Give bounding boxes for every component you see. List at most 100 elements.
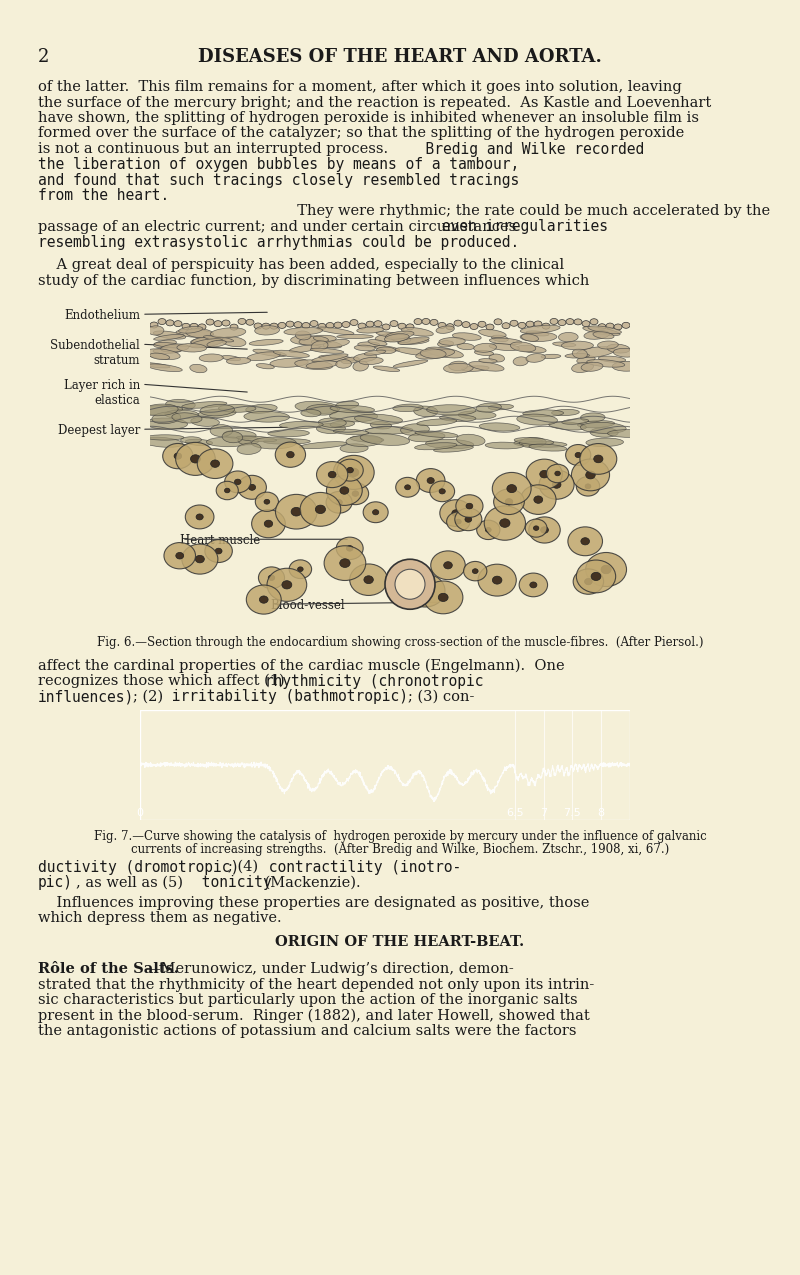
Ellipse shape <box>575 453 582 458</box>
Ellipse shape <box>434 445 474 453</box>
Ellipse shape <box>420 349 446 358</box>
Ellipse shape <box>576 347 615 357</box>
Ellipse shape <box>346 546 353 551</box>
Ellipse shape <box>162 444 193 469</box>
Text: have shown, the splitting of hydrogen peroxide is inhibited whenever an insolubl: have shown, the splitting of hydrogen pe… <box>38 111 699 125</box>
Ellipse shape <box>426 440 474 449</box>
Ellipse shape <box>555 472 560 476</box>
Text: resembling extrasystolic arrhythmias could be produced.: resembling extrasystolic arrhythmias cou… <box>38 235 519 250</box>
Text: Fig. 6.—Section through the endocardium showing cross-section of the muscle-fibr: Fig. 6.—Section through the endocardium … <box>97 636 703 649</box>
Ellipse shape <box>578 421 614 428</box>
Ellipse shape <box>510 342 536 352</box>
Ellipse shape <box>206 319 214 325</box>
Ellipse shape <box>426 347 463 358</box>
Ellipse shape <box>519 437 546 448</box>
Ellipse shape <box>252 510 286 538</box>
Ellipse shape <box>186 505 214 529</box>
Ellipse shape <box>251 437 296 449</box>
Circle shape <box>395 569 425 599</box>
Text: influences): influences) <box>38 690 134 704</box>
Ellipse shape <box>394 360 428 367</box>
Ellipse shape <box>550 319 558 324</box>
Ellipse shape <box>330 421 354 427</box>
Ellipse shape <box>244 412 290 422</box>
Ellipse shape <box>540 470 549 478</box>
Ellipse shape <box>395 348 432 356</box>
Ellipse shape <box>274 351 310 357</box>
Text: strated that the rhythmicity of the heart depended not only upon its intrin-: strated that the rhythmicity of the hear… <box>38 978 594 992</box>
Ellipse shape <box>593 332 614 339</box>
Ellipse shape <box>607 344 630 353</box>
Ellipse shape <box>576 560 616 593</box>
Ellipse shape <box>191 417 219 426</box>
Ellipse shape <box>423 581 463 613</box>
Ellipse shape <box>598 324 606 330</box>
Ellipse shape <box>360 434 410 445</box>
Text: is not a continuous but an interrupted process.: is not a continuous but an interrupted p… <box>38 142 388 156</box>
Ellipse shape <box>354 346 375 351</box>
Ellipse shape <box>262 323 270 329</box>
Ellipse shape <box>186 329 214 338</box>
Ellipse shape <box>438 593 448 602</box>
Ellipse shape <box>134 405 182 414</box>
Ellipse shape <box>517 414 558 425</box>
Ellipse shape <box>154 343 182 347</box>
Ellipse shape <box>352 491 358 496</box>
Text: 0: 0 <box>137 808 143 819</box>
Ellipse shape <box>255 492 278 511</box>
Ellipse shape <box>342 321 350 328</box>
Ellipse shape <box>210 425 233 436</box>
Ellipse shape <box>225 470 251 492</box>
Ellipse shape <box>375 333 406 342</box>
Ellipse shape <box>396 477 419 497</box>
Ellipse shape <box>166 399 195 411</box>
Ellipse shape <box>491 335 508 342</box>
Ellipse shape <box>612 361 641 371</box>
Ellipse shape <box>553 342 576 347</box>
Ellipse shape <box>420 586 430 594</box>
Ellipse shape <box>222 337 246 347</box>
Ellipse shape <box>514 439 543 446</box>
Ellipse shape <box>176 329 214 338</box>
Ellipse shape <box>452 510 460 516</box>
Text: Deepest layer: Deepest layer <box>58 425 140 437</box>
Ellipse shape <box>299 441 347 449</box>
Ellipse shape <box>335 402 358 409</box>
Ellipse shape <box>522 334 538 342</box>
Ellipse shape <box>249 484 256 491</box>
Ellipse shape <box>299 335 336 346</box>
Ellipse shape <box>574 319 582 325</box>
Ellipse shape <box>336 500 342 505</box>
Ellipse shape <box>353 361 369 371</box>
Ellipse shape <box>150 353 170 360</box>
Ellipse shape <box>350 436 384 442</box>
Ellipse shape <box>454 320 462 326</box>
Ellipse shape <box>416 349 454 360</box>
Ellipse shape <box>526 459 562 490</box>
Text: 7.5: 7.5 <box>563 808 582 819</box>
Text: A great deal of perspicuity has been added, especially to the clinical: A great deal of perspicuity has been add… <box>38 259 564 273</box>
Ellipse shape <box>376 332 407 338</box>
Ellipse shape <box>489 354 505 362</box>
Ellipse shape <box>199 354 223 362</box>
Ellipse shape <box>476 403 502 412</box>
Ellipse shape <box>522 441 567 448</box>
Ellipse shape <box>337 459 363 481</box>
Ellipse shape <box>354 353 377 362</box>
Ellipse shape <box>222 431 242 442</box>
Text: Blood-vessel: Blood-vessel <box>270 599 345 612</box>
Ellipse shape <box>284 328 322 335</box>
Ellipse shape <box>154 334 184 340</box>
Text: sic characteristics but particularly upon the action of the inorganic salts: sic characteristics but particularly upo… <box>38 993 578 1007</box>
Ellipse shape <box>439 338 466 346</box>
Ellipse shape <box>254 323 262 329</box>
Ellipse shape <box>558 320 566 325</box>
Ellipse shape <box>182 324 190 329</box>
Ellipse shape <box>417 418 457 426</box>
Text: DISEASES OF THE HEART AND AORTA.: DISEASES OF THE HEART AND AORTA. <box>198 48 602 66</box>
Ellipse shape <box>238 476 266 500</box>
Ellipse shape <box>295 332 311 340</box>
Ellipse shape <box>324 546 366 580</box>
Ellipse shape <box>478 329 506 338</box>
Ellipse shape <box>330 411 378 422</box>
